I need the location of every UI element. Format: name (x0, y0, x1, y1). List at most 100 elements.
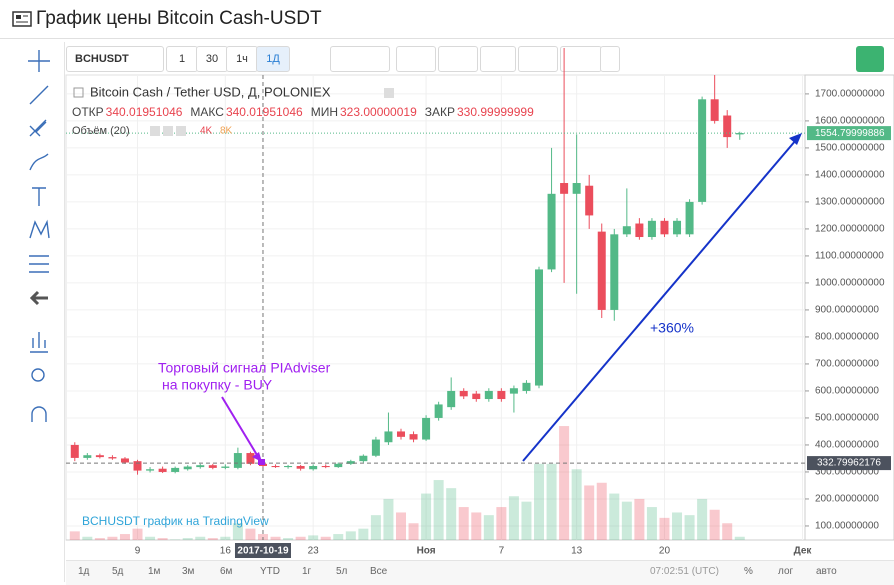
candle-body (698, 99, 707, 202)
volume-bar (320, 536, 331, 540)
tool-button[interactable] (330, 46, 390, 72)
last-price-label: 1554.79999886 (815, 128, 885, 139)
volume-level: 4K (200, 126, 213, 137)
line-tool[interactable] (29, 85, 49, 105)
x-tick-label: Дек (794, 546, 813, 557)
volume-bar (182, 538, 193, 540)
zoom-tool[interactable] (30, 332, 48, 353)
volume-bar (119, 534, 130, 540)
candle-body (95, 455, 104, 458)
volume-bar (508, 496, 519, 540)
magnify-tool[interactable] (31, 368, 45, 382)
y-tick-label: 1000.00000000 (815, 278, 885, 289)
scale-option[interactable]: лог (778, 566, 794, 577)
candle-body (497, 390, 506, 400)
tool-button[interactable] (518, 46, 558, 72)
x-tick-label: 20 (659, 546, 671, 557)
interval-button[interactable]: 1 (166, 46, 198, 72)
volume-bar (345, 531, 356, 540)
range-button[interactable]: 6м (220, 566, 233, 577)
volume-bar (220, 536, 231, 540)
volume-bar (295, 536, 306, 540)
y-tick-label: 1500.00000000 (815, 143, 885, 154)
signal-arrow (221, 396, 258, 456)
title-bar: График цены Bitcoin Cash-USDT (0, 0, 894, 39)
scale-option[interactable]: % (744, 566, 753, 577)
volume-bar (358, 528, 369, 540)
x-tick-label: 7 (499, 546, 505, 557)
volume-bar (571, 469, 582, 540)
collapse-icon (73, 87, 84, 98)
volume-bar (395, 512, 406, 540)
crosshair-tool[interactable] (28, 50, 50, 72)
tool-button[interactable] (600, 46, 620, 72)
candle-body (246, 453, 255, 464)
volume-bar (94, 538, 105, 540)
volume-bar (207, 538, 218, 540)
volume-bar (370, 515, 381, 540)
drawing-toolbar (14, 42, 65, 582)
volume-bar (672, 512, 683, 540)
symbol-input[interactable]: BCHUSDT (66, 46, 164, 72)
candle-body (371, 439, 380, 456)
volume-bar (308, 535, 319, 540)
candle-body (484, 390, 493, 400)
volume-bar (609, 493, 620, 540)
tool-button[interactable] (480, 46, 516, 72)
brush-tool[interactable] (29, 153, 49, 171)
ohlc-value: 330.99999999 (457, 105, 534, 119)
volume-bar (145, 536, 156, 540)
range-button[interactable]: Все (370, 566, 388, 577)
scale-option[interactable]: авто (816, 566, 837, 577)
range-button[interactable]: 3м (182, 566, 195, 577)
legend-icon (150, 126, 160, 136)
candle-body (735, 133, 744, 135)
y-tick-label: 1200.00000000 (815, 224, 885, 235)
tool-icons (28, 50, 50, 422)
range-button[interactable]: 1м (148, 566, 161, 577)
signal-text: Торговый сигнал PIAdviser (158, 360, 331, 376)
tool-button[interactable] (396, 46, 436, 72)
candle-body (284, 466, 293, 468)
range-button[interactable]: 5л (336, 566, 348, 577)
volume-bar (521, 501, 532, 540)
crosshair-price-box (807, 456, 891, 471)
volume-bar (471, 512, 482, 540)
back-tool[interactable] (29, 290, 48, 306)
candle-body (647, 220, 656, 238)
candle-body (560, 183, 569, 194)
x-tick-label: 9 (135, 546, 141, 557)
volume-bar (596, 482, 607, 540)
range-button[interactable]: 1д (78, 566, 90, 577)
volume-bar (69, 531, 80, 540)
tool-button[interactable] (438, 46, 478, 72)
range-button[interactable]: 1г (302, 566, 312, 577)
interval-button[interactable]: 1Д (256, 46, 290, 72)
volume-bar (496, 507, 507, 540)
snapshot-button[interactable] (856, 46, 884, 72)
pattern-tool[interactable] (29, 219, 50, 239)
fib-tool[interactable] (29, 119, 47, 137)
y-tick-label: 800.00000000 (815, 332, 879, 343)
trend-text: +360% (650, 320, 694, 336)
y-tick-label: 1400.00000000 (815, 170, 885, 181)
candle-body (83, 455, 92, 458)
candle-body (208, 465, 217, 468)
text-tool[interactable] (32, 187, 46, 206)
magnet-tool[interactable] (31, 406, 47, 422)
y-tick-label: 600.00000000 (815, 386, 879, 397)
volume-bar (107, 536, 118, 540)
x-tick-label: Ноя (417, 546, 436, 557)
range-button[interactable]: 5д (112, 566, 124, 577)
candle-body (472, 393, 481, 400)
candle-body (384, 431, 393, 443)
measure-tool[interactable] (29, 255, 49, 273)
volume-bar (446, 488, 457, 540)
volume-bar (584, 485, 595, 540)
signal-text: на покупку - BUY (162, 377, 273, 393)
candle-body (309, 466, 318, 470)
volume-level: 8K (220, 126, 233, 137)
range-button[interactable]: YTD (260, 566, 280, 577)
ohlc-label: МИН (311, 105, 338, 119)
candle-body (522, 382, 531, 391)
